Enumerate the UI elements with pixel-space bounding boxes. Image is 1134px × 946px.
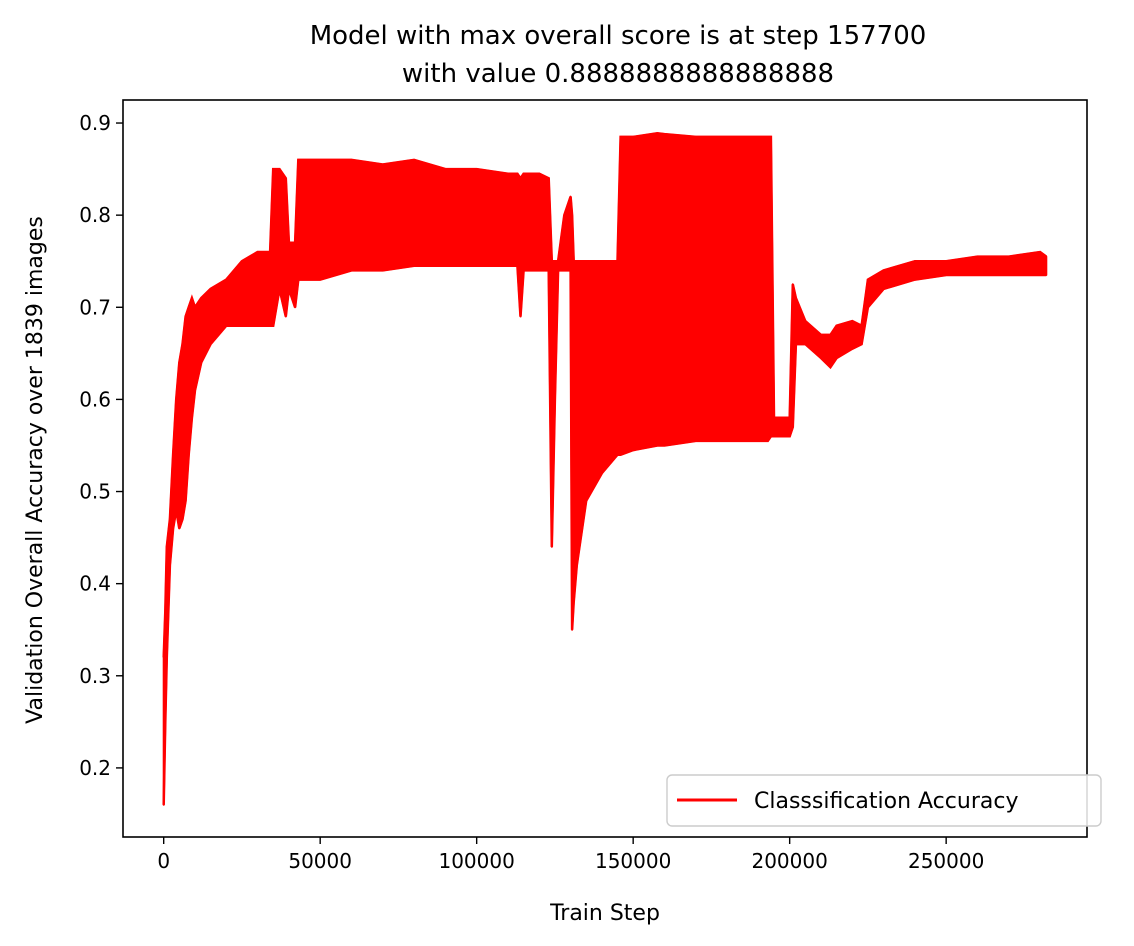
chart-title-line-1: Model with max overall score is at step … xyxy=(310,21,927,51)
series-line-lower-classification-accuracy xyxy=(162,264,1047,805)
legend-label-classification-accuracy: Classsification Accuracy xyxy=(754,789,1018,814)
x-axis-ticks: 0 50000 100000 150000 200000 250000 xyxy=(157,837,984,873)
y-tick-label: 0.2 xyxy=(79,756,111,780)
y-tick-label: 0.3 xyxy=(79,664,111,688)
y-tick-label: 0.5 xyxy=(79,480,111,504)
x-tick-label: 250000 xyxy=(908,849,984,873)
y-axis-label: Validation Overall Accuracy over 1839 im… xyxy=(23,216,48,724)
x-tick-label: 150000 xyxy=(595,849,671,873)
y-tick-label: 0.4 xyxy=(79,572,111,596)
y-tick-label: 0.6 xyxy=(79,387,111,411)
x-tick-label: 0 xyxy=(157,849,170,873)
x-tick-label: 50000 xyxy=(288,849,352,873)
y-axis-ticks: 0.2 0.3 0.4 0.5 0.6 0.7 0.8 0.9 xyxy=(79,111,123,780)
chart-title-line-2: with value 0.8888888888888888 xyxy=(402,59,834,89)
y-tick-label: 0.8 xyxy=(79,203,111,227)
y-tick-label: 0.9 xyxy=(79,111,111,135)
series-group xyxy=(162,131,1048,806)
x-axis-label: Train Step xyxy=(549,901,660,926)
legend: Classsification Accuracy xyxy=(666,774,1102,827)
x-tick-label: 100000 xyxy=(438,849,514,873)
series-line-upper-classification-accuracy xyxy=(162,131,1048,658)
x-tick-label: 200000 xyxy=(751,849,827,873)
plot-frame xyxy=(122,99,1088,838)
y-tick-label: 0.7 xyxy=(79,295,111,319)
legend-box xyxy=(666,774,1102,827)
